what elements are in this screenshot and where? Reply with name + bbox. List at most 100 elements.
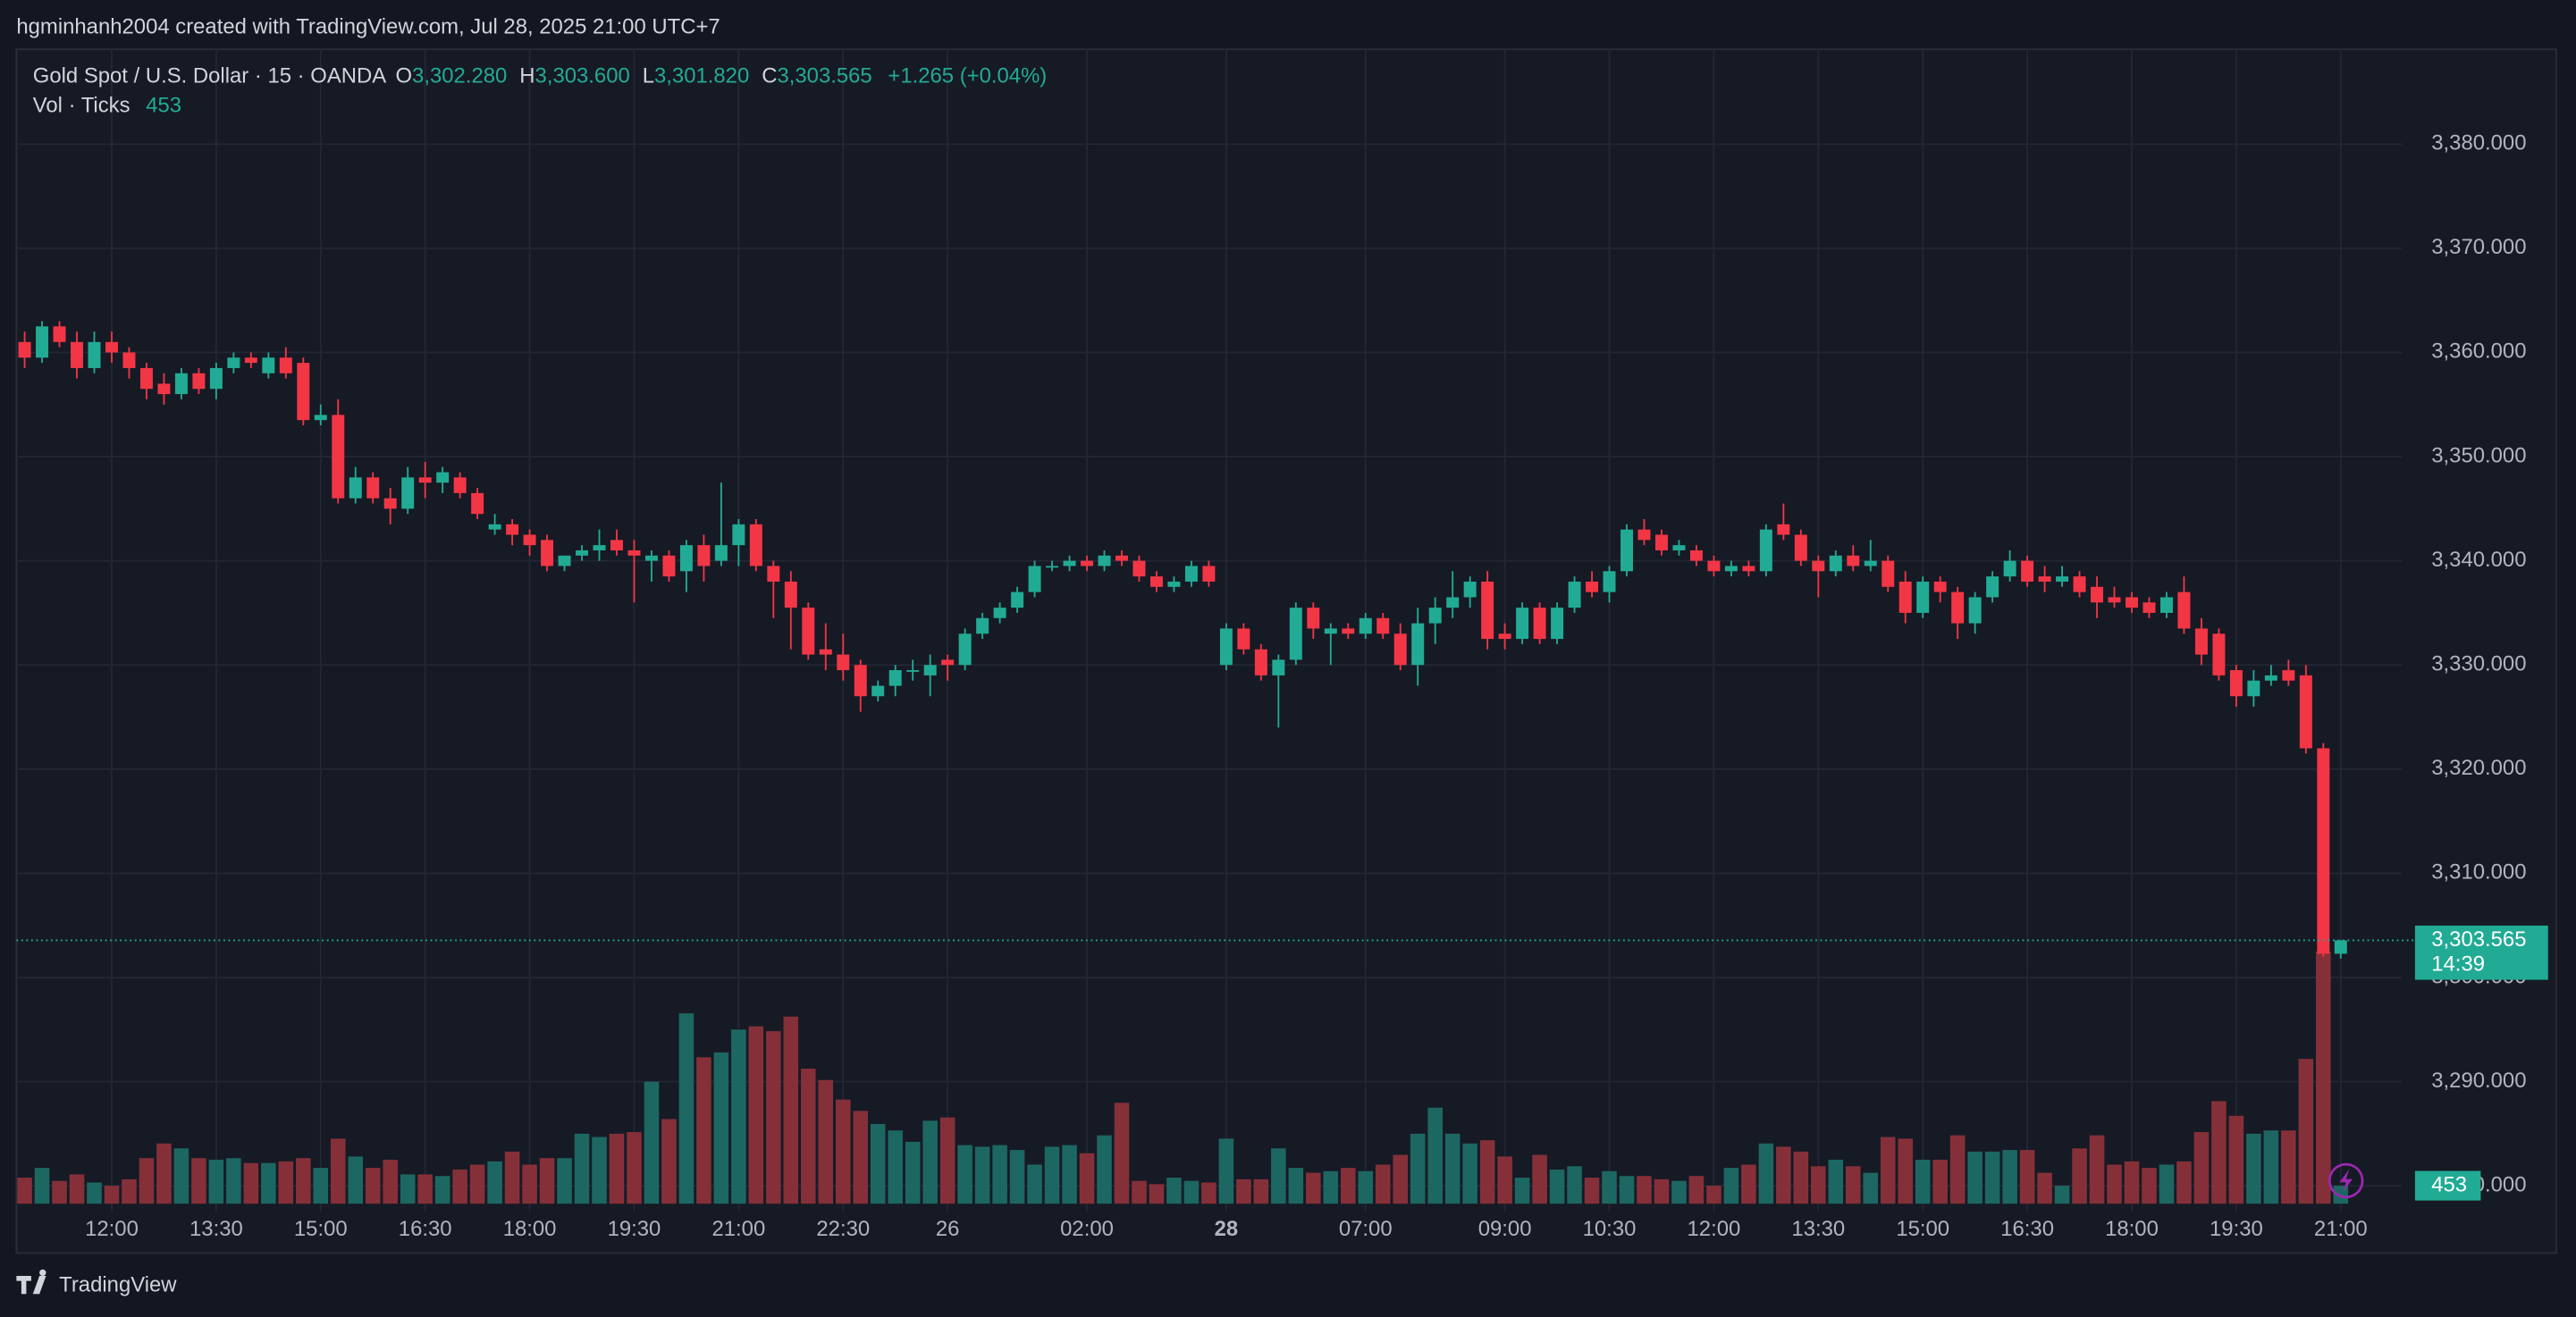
candle-body	[1289, 608, 1302, 660]
candle-body	[2264, 675, 2277, 681]
volume-bar	[452, 1169, 467, 1204]
brand-name: TradingView	[59, 1272, 177, 1296]
volume-bar	[2281, 1130, 2296, 1204]
candle-body	[1272, 659, 1285, 675]
x-tick-label: 19:30	[608, 1217, 661, 1241]
volume-bar	[296, 1158, 311, 1204]
candle-body	[227, 357, 240, 368]
candle-body	[1672, 545, 1686, 550]
x-tick-label: 21:00	[2314, 1217, 2368, 1241]
candle-body	[2282, 670, 2295, 681]
x-tick-label: 26	[936, 1217, 960, 1241]
volume-bar	[2246, 1133, 2261, 1204]
volume-bar	[2333, 1186, 2349, 1204]
volume-bar	[504, 1151, 520, 1204]
candle-body	[1898, 581, 1912, 613]
brand-logo	[16, 1269, 46, 1295]
candle-body	[1498, 633, 1511, 640]
candle-body	[1689, 549, 1703, 561]
volume-bar	[766, 1031, 781, 1204]
volume-bar	[1741, 1164, 1756, 1204]
volume-bar	[1967, 1151, 1983, 1204]
legend-value: 3,303.565	[777, 64, 871, 88]
volume-bar	[2193, 1132, 2210, 1204]
candle-body	[1933, 581, 1947, 592]
volume-bar	[992, 1145, 1007, 1204]
candle-body	[18, 341, 31, 358]
volume-bar	[87, 1182, 102, 1204]
volume-bar	[1619, 1176, 1635, 1204]
candle-body	[471, 492, 484, 515]
volume-bar	[627, 1132, 642, 1204]
volume-bar	[2211, 1101, 2227, 1204]
candle-body	[1342, 628, 1355, 634]
volume-bar	[348, 1156, 364, 1204]
volume-bar	[1079, 1153, 1095, 1204]
legend-key: L	[643, 64, 654, 88]
volume-bar	[2142, 1168, 2157, 1204]
candle-body	[506, 524, 519, 535]
candle-body	[1916, 581, 1930, 613]
volume-bar	[1984, 1151, 2000, 1204]
candle-body	[1759, 529, 1772, 572]
candle-body	[1149, 576, 1163, 587]
candle-body	[2091, 586, 2104, 603]
volume-bar	[1166, 1178, 1182, 1204]
candle-body	[418, 477, 432, 483]
volume-bar	[173, 1148, 189, 1204]
volume-bar	[2316, 951, 2331, 1204]
x-tick-label: 18:00	[503, 1217, 557, 1241]
volume-bar	[2124, 1161, 2140, 1204]
volume-bar	[1288, 1168, 1304, 1204]
volume-bar	[1132, 1180, 1147, 1204]
candle-body	[819, 649, 832, 655]
volume-bar	[1671, 1180, 1687, 1204]
candle-body	[297, 363, 310, 421]
volume-bar	[1863, 1172, 1879, 1204]
candle-body	[1307, 608, 1320, 629]
candle-body	[1794, 534, 1807, 561]
volume-bar	[801, 1069, 816, 1204]
x-tick-label: 22:30	[816, 1217, 870, 1241]
candle-body	[644, 555, 658, 561]
x-tick-label: 16:30	[399, 1217, 452, 1241]
candle-body	[1081, 560, 1094, 566]
candle-body	[923, 665, 937, 675]
candle-body	[627, 549, 641, 556]
header: hgminhanh2004 created with TradingView.c…	[16, 15, 720, 39]
volume-bar	[731, 1029, 746, 1204]
countdown: 14:39	[2431, 952, 2485, 976]
legend-value: 3,301.820	[654, 64, 749, 88]
candle-body	[958, 633, 972, 666]
candle-body	[2299, 675, 2312, 749]
volume-bar	[469, 1164, 485, 1204]
lightning-icon[interactable]	[2328, 1162, 2364, 1199]
y-tick-label: 3,330.000	[2431, 652, 2526, 676]
volume-bar	[2159, 1164, 2175, 1204]
volume-bar	[696, 1057, 711, 1204]
brand: TradingView	[16, 1269, 177, 1296]
candle-body	[2194, 628, 2208, 655]
candle-body	[262, 357, 275, 373]
candle-body	[1202, 566, 1216, 582]
volume-bar	[365, 1168, 381, 1204]
volume-bar	[748, 1026, 764, 1204]
x-tick-label: 12:00	[85, 1217, 139, 1241]
candle-body	[1724, 566, 1738, 572]
candle-body	[2229, 670, 2243, 697]
volume-bar	[122, 1179, 137, 1204]
candle-body	[871, 685, 885, 697]
volume-bar	[1462, 1143, 1477, 1204]
volume-bar	[1201, 1182, 1216, 1204]
x-tick-label: 19:30	[2210, 1217, 2263, 1241]
x-tick-label: 13:30	[189, 1217, 243, 1241]
volume-bar	[713, 1052, 729, 1204]
volume-bar	[2107, 1164, 2122, 1204]
volume-bar	[52, 1180, 67, 1204]
candle-body	[906, 670, 920, 672]
candle-body	[192, 373, 206, 390]
volume-bar	[191, 1158, 206, 1204]
volume-bar	[1915, 1160, 1931, 1204]
candle-body	[1237, 628, 1250, 650]
candle-body	[1359, 617, 1372, 634]
